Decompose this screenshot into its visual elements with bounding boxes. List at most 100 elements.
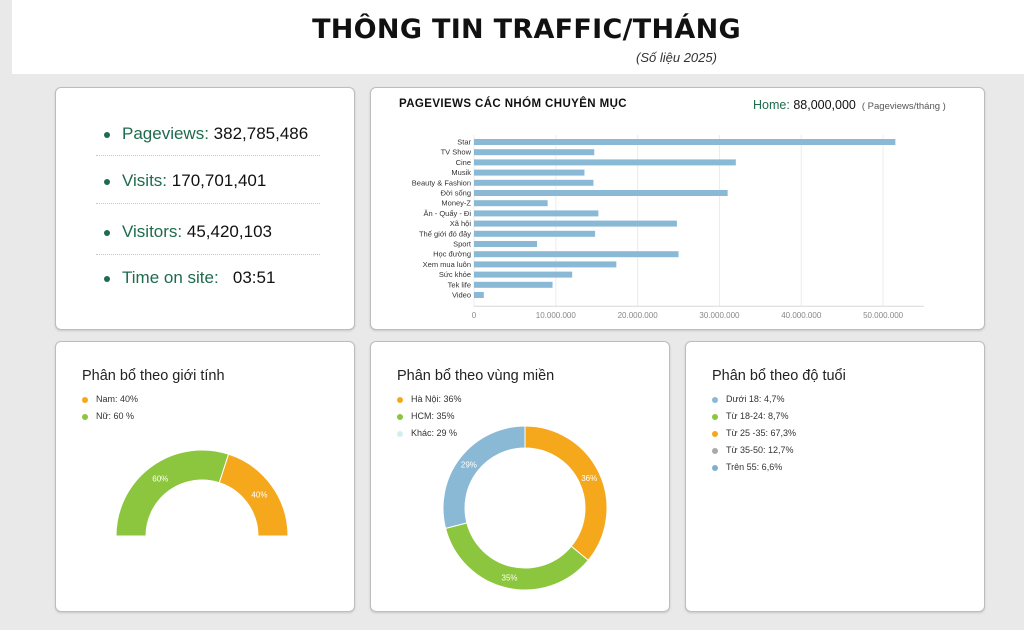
legend-dot [712,464,718,471]
x-tick-label: 0 [472,311,477,320]
bar [474,241,537,247]
legend-item: Từ 25 -35: 67,3% [712,428,796,438]
gender-card: Phân bổ theo giới tính Nam: 40% Nữ: 60 %… [55,341,355,612]
stat-label: Visits: [122,171,168,190]
gender-slice [218,453,289,537]
bar [474,190,728,196]
slice-label: 40% [251,490,267,499]
legend-item: Trên 55: 6,6% [712,462,782,472]
home-pageviews: Home: 88,000,000 ( Pageviews/tháng ) [753,98,946,112]
bar [474,292,484,298]
bar [474,220,677,227]
stats-card: Pageviews: 382,785,486 Visits: 170,701,4… [55,87,355,330]
stat-visits: Visits: 170,701,401 [104,171,266,191]
legend-dot [712,430,718,437]
bar [474,230,596,237]
x-tick-label: 20.000.000 [618,311,659,320]
stat-label: Visitors: [122,222,183,241]
bar [474,159,736,166]
category-label: Video [452,291,471,300]
legend-dot [82,413,88,420]
stat-pageviews: Pageviews: 382,785,486 [104,124,308,144]
legend-dot [712,396,718,403]
legend-item: Từ 18-24: 8,7% [712,411,789,421]
bar-chart-title: PAGEVIEWS CÁC NHÓM CHUYÊN MỤC [399,98,627,110]
stat-value: 03:51 [232,268,276,287]
bar [474,149,595,156]
pageviews-card: PAGEVIEWS CÁC NHÓM CHUYÊN MỤC Home: 88,0… [370,87,985,330]
legend-dot [712,413,718,420]
x-tick-label: 30.000.000 [699,311,740,320]
legend-dot [82,396,88,403]
legend-dot [712,447,718,454]
category-label: Beauty & Fashion [412,178,471,187]
slice-label: 29% [461,460,477,469]
category-label: TV Show [441,148,472,157]
bar-chart: 0 10.000.000 20.000.000 30.000.000 40.000.00… [412,135,924,320]
legend-dot [397,413,403,420]
bullet-icon [104,275,110,282]
stat-value: 45,420,103 [186,222,272,241]
category-label: Star [457,138,471,147]
category-label: Ăn - Quẩy - Đi [423,209,471,218]
x-tick-label: 10.000.000 [536,311,577,320]
bar [474,169,585,176]
region-slice [524,425,608,561]
bar [474,271,573,278]
slice-label: 35% [502,573,518,582]
bullet-icon [104,178,110,185]
stat-value: 382,785,486 [213,124,309,143]
slice-label: 36% [581,474,597,483]
divider [96,203,320,204]
bullet-icon [104,229,110,236]
slice-label: 60% [152,475,168,484]
bar [474,200,548,207]
bar [474,139,896,145]
stat-label: Time on site: [122,268,219,287]
age-title: Phân bổ theo độ tuổi [712,368,846,384]
category-label: Xã hội [450,219,472,228]
legend-item: Khác: 29 % [397,428,457,438]
home-value: 88,000,000 [793,98,856,112]
bar [474,251,679,258]
legend-item: Hà Nội: 36% [397,394,462,404]
unit-label: ( Pageviews/tháng ) [861,101,946,112]
category-label: Cine [456,158,471,167]
bar [474,261,617,268]
legend-item: Nữ: 60 % [82,411,134,421]
stat-visitors: Visitors: 45,420,103 [104,222,272,242]
legend-item: Dưới 18: 4,7% [712,394,784,404]
x-tick-label: 50.000.000 [863,311,904,320]
bar [474,210,599,217]
category-label: Thế giới đó đây [419,229,471,238]
page-subtitle: (Số liệu 2025) [636,50,717,65]
region-chart: 36% 35% 29% [442,425,608,591]
divider [96,155,320,156]
page-title: THÔNG TIN TRAFFIC/THÁNG [312,14,741,45]
home-label: Home: [753,98,790,112]
stat-time-on-site: Time on site: 03:51 [104,268,275,288]
legend-dot [397,396,403,403]
divider [96,254,320,255]
region-slice [442,425,526,530]
category-label: Musik [451,168,471,177]
category-label: Tek life [448,280,471,289]
category-label: Money-Z [441,199,471,208]
legend-item: HCM: 35% [397,411,455,421]
x-tick-label: 40.000.000 [781,311,822,320]
legend-dot [397,430,403,437]
category-label: Sport [453,240,472,249]
bar [474,281,553,288]
legend-item: Nam: 40% [82,394,138,404]
category-label: Xem mua luôn [423,260,471,269]
region-title: Phân bổ theo vùng miền [397,368,555,384]
gender-title: Phân bổ theo giới tính [82,368,225,384]
gender-chart: 60% 40% [115,449,289,537]
category-label: Sức khỏe [439,270,471,279]
bullet-icon [104,131,110,138]
category-label: Học đường [433,250,471,259]
gender-slice [115,449,230,537]
stat-label: Pageviews: [122,124,209,143]
region-card: Phân bổ theo vùng miền Hà Nội: 36% HCM: … [370,341,670,612]
stat-value: 170,701,401 [171,171,267,190]
